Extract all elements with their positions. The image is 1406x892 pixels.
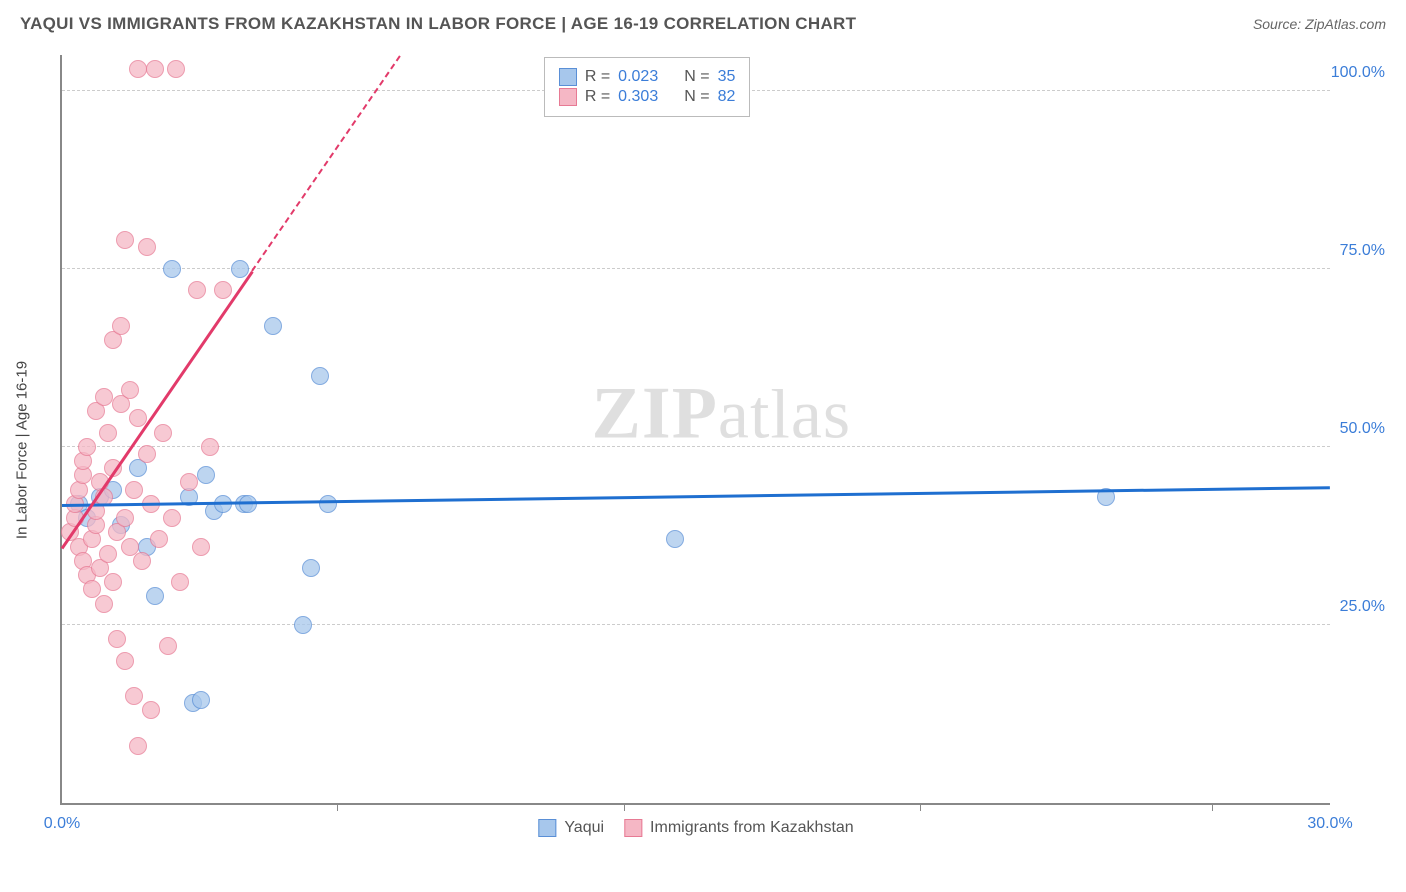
x-minor-tick bbox=[1212, 803, 1213, 811]
scatter-point bbox=[133, 552, 151, 570]
scatter-point bbox=[201, 438, 219, 456]
y-tick-label: 75.0% bbox=[1340, 242, 1385, 260]
scatter-point bbox=[154, 424, 172, 442]
gridline-h bbox=[62, 624, 1330, 625]
scatter-point bbox=[142, 701, 160, 719]
x-tick-label: 30.0% bbox=[1307, 815, 1352, 833]
scatter-point bbox=[319, 495, 337, 513]
scatter-point bbox=[150, 530, 168, 548]
scatter-point bbox=[95, 595, 113, 613]
chart-source: Source: ZipAtlas.com bbox=[1253, 16, 1386, 32]
x-minor-tick bbox=[624, 803, 625, 811]
legend-swatch bbox=[559, 88, 577, 106]
scatter-point bbox=[99, 424, 117, 442]
scatter-point bbox=[104, 573, 122, 591]
scatter-point bbox=[163, 260, 181, 278]
watermark-rest: atlas bbox=[718, 377, 851, 454]
scatter-point bbox=[99, 545, 117, 563]
legend-swatch bbox=[538, 819, 556, 837]
legend-row: R = 0.303 N = 82 bbox=[559, 88, 736, 106]
watermark: ZIPatlas bbox=[592, 372, 852, 457]
legend-r-value: 0.303 bbox=[618, 88, 658, 106]
scatter-point bbox=[302, 559, 320, 577]
y-axis-label: In Labor Force | Age 16-19 bbox=[14, 361, 31, 539]
scatter-point bbox=[129, 737, 147, 755]
x-tick-label: 0.0% bbox=[44, 815, 80, 833]
legend-stats: R = 0.023 N = 35 R = 0.303 N = 82 bbox=[544, 57, 751, 117]
scatter-point bbox=[231, 260, 249, 278]
legend-swatch bbox=[559, 68, 577, 86]
scatter-point bbox=[167, 60, 185, 78]
legend-label: Yaqui bbox=[564, 819, 604, 837]
legend-item: Immigrants from Kazakhstan bbox=[624, 819, 854, 837]
scatter-point bbox=[112, 317, 130, 335]
scatter-point bbox=[666, 530, 684, 548]
legend-n-label: N = bbox=[684, 68, 709, 86]
scatter-point bbox=[214, 281, 232, 299]
legend-series: Yaqui Immigrants from Kazakhstan bbox=[538, 819, 853, 837]
scatter-point bbox=[121, 381, 139, 399]
legend-n-label: N = bbox=[684, 88, 709, 106]
scatter-point bbox=[171, 573, 189, 591]
scatter-point bbox=[311, 367, 329, 385]
gridline-h bbox=[62, 446, 1330, 447]
legend-n-value: 35 bbox=[718, 68, 736, 86]
legend-row: R = 0.023 N = 35 bbox=[559, 68, 736, 86]
y-tick-label: 25.0% bbox=[1340, 598, 1385, 616]
scatter-point bbox=[125, 687, 143, 705]
y-tick-label: 50.0% bbox=[1340, 420, 1385, 438]
scatter-point bbox=[146, 587, 164, 605]
scatter-point bbox=[95, 388, 113, 406]
scatter-point bbox=[125, 481, 143, 499]
chart-title: YAQUI VS IMMIGRANTS FROM KAZAKHSTAN IN L… bbox=[20, 14, 856, 34]
scatter-point bbox=[192, 538, 210, 556]
scatter-point bbox=[163, 509, 181, 527]
x-minor-tick bbox=[920, 803, 921, 811]
scatter-point bbox=[129, 60, 147, 78]
legend-r-value: 0.023 bbox=[618, 68, 658, 86]
scatter-point bbox=[78, 438, 96, 456]
trend-line bbox=[251, 55, 401, 271]
scatter-point bbox=[116, 231, 134, 249]
scatter-point bbox=[108, 630, 126, 648]
scatter-point bbox=[264, 317, 282, 335]
plot-area: ZIPatlas 25.0%50.0%75.0%100.0%0.0%30.0%R… bbox=[60, 55, 1330, 805]
legend-r-label: R = bbox=[585, 68, 610, 86]
x-minor-tick bbox=[337, 803, 338, 811]
scatter-point bbox=[180, 473, 198, 491]
scatter-point bbox=[116, 509, 134, 527]
scatter-point bbox=[116, 652, 134, 670]
legend-label: Immigrants from Kazakhstan bbox=[650, 819, 854, 837]
scatter-point bbox=[197, 466, 215, 484]
chart-container: In Labor Force | Age 16-19 ZIPatlas 25.0… bbox=[50, 55, 1390, 845]
legend-swatch bbox=[624, 819, 642, 837]
y-tick-label: 100.0% bbox=[1331, 64, 1385, 82]
scatter-point bbox=[294, 616, 312, 634]
scatter-point bbox=[138, 238, 156, 256]
legend-r-label: R = bbox=[585, 88, 610, 106]
legend-item: Yaqui bbox=[538, 819, 604, 837]
scatter-point bbox=[159, 637, 177, 655]
legend-n-value: 82 bbox=[718, 88, 736, 106]
scatter-point bbox=[192, 691, 210, 709]
scatter-point bbox=[188, 281, 206, 299]
scatter-point bbox=[146, 60, 164, 78]
scatter-point bbox=[138, 445, 156, 463]
watermark-bold: ZIP bbox=[592, 373, 718, 455]
